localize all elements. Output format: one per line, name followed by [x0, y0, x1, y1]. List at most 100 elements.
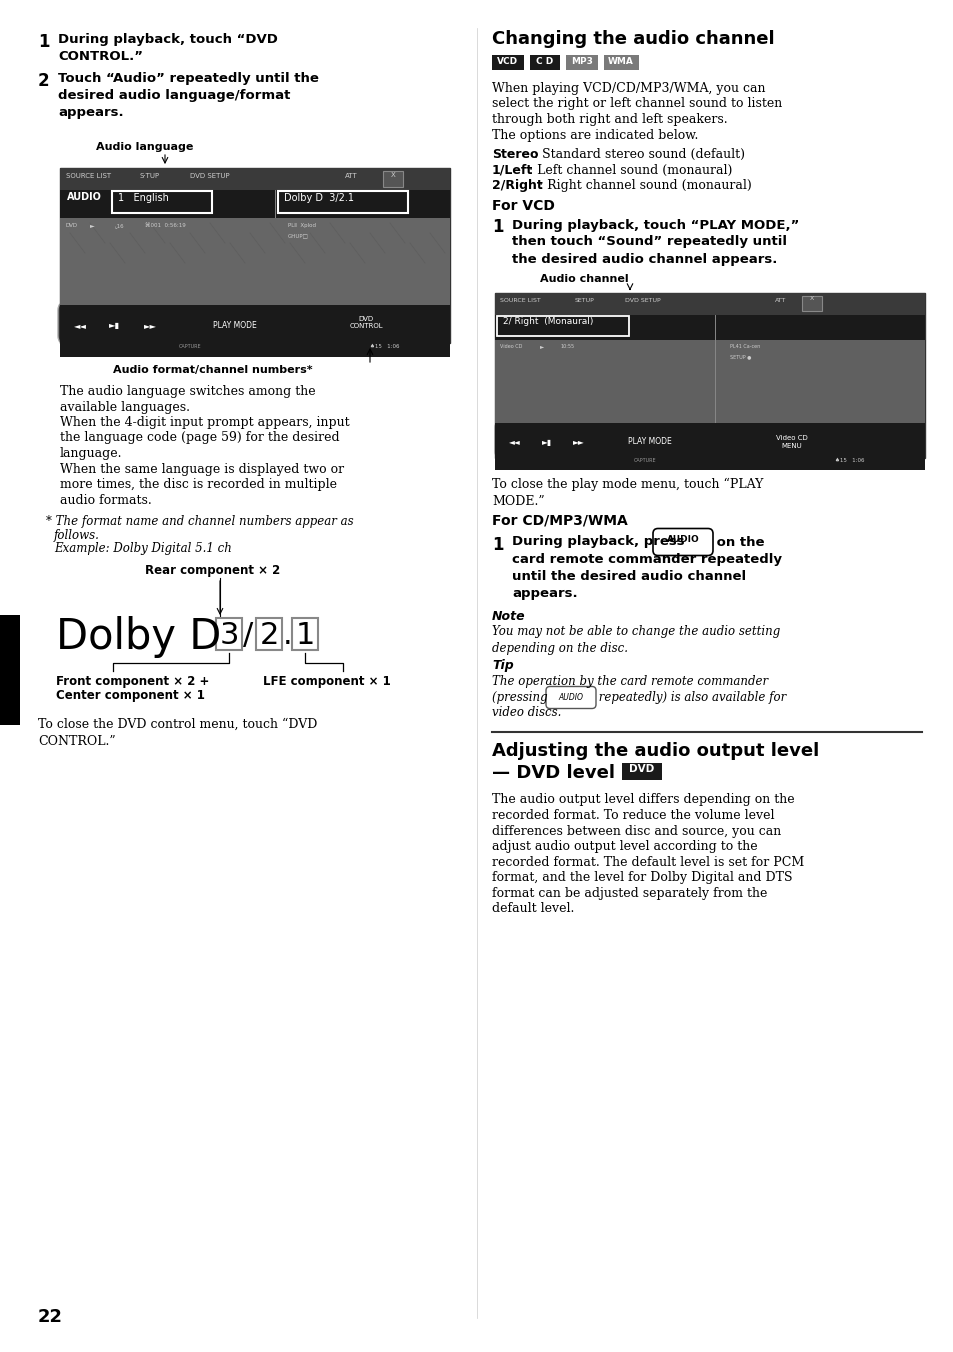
- Text: DVD SETUP: DVD SETUP: [624, 297, 659, 303]
- FancyBboxPatch shape: [0, 615, 20, 725]
- Text: Front component × 2 +: Front component × 2 +: [56, 675, 209, 688]
- FancyBboxPatch shape: [58, 301, 102, 343]
- Text: Center component × 1: Center component × 1: [56, 690, 205, 702]
- FancyBboxPatch shape: [545, 687, 596, 708]
- Text: ►▮: ►▮: [541, 438, 552, 446]
- Text: ♠15   1:06: ♠15 1:06: [370, 343, 399, 349]
- FancyBboxPatch shape: [60, 191, 450, 218]
- Text: You may not be able to change the audio setting
depending on the disc.: You may not be able to change the audio …: [492, 626, 780, 654]
- Text: Audio channel: Audio channel: [539, 273, 628, 284]
- Text: During playback, press: During playback, press: [512, 535, 688, 549]
- Text: PLAY MODE: PLAY MODE: [627, 438, 671, 446]
- Text: The options are indicated below.: The options are indicated below.: [492, 128, 698, 142]
- Text: AUDIO: AUDIO: [558, 692, 583, 702]
- FancyBboxPatch shape: [60, 343, 450, 357]
- Text: C D: C D: [536, 57, 553, 66]
- Text: DVD SETUP: DVD SETUP: [190, 173, 230, 178]
- FancyBboxPatch shape: [60, 306, 450, 343]
- Text: Video CD
MENU: Video CD MENU: [776, 435, 807, 449]
- Text: /: /: [243, 621, 253, 650]
- Text: ♠15   1:06: ♠15 1:06: [834, 458, 863, 464]
- Text: 2: 2: [259, 621, 278, 650]
- Text: ◄◄: ◄◄: [73, 320, 87, 330]
- Text: : Left channel sound (monaural): : Left channel sound (monaural): [529, 164, 732, 177]
- Text: available languages.: available languages.: [60, 400, 190, 414]
- Text: Dolby D: Dolby D: [56, 617, 221, 658]
- FancyBboxPatch shape: [215, 618, 242, 650]
- FancyBboxPatch shape: [530, 55, 559, 70]
- Text: ►►: ►►: [143, 320, 156, 330]
- Text: ►►: ►►: [573, 438, 584, 446]
- Text: Note: Note: [492, 611, 525, 623]
- Text: on the: on the: [711, 535, 763, 549]
- Text: LFE component × 1: LFE component × 1: [263, 675, 391, 688]
- FancyBboxPatch shape: [277, 191, 408, 214]
- FancyBboxPatch shape: [558, 420, 598, 458]
- Text: Stereo: Stereo: [492, 147, 537, 161]
- FancyBboxPatch shape: [751, 419, 831, 460]
- Text: ►: ►: [90, 223, 94, 228]
- Text: Adjusting the audio output level: Adjusting the audio output level: [492, 741, 819, 760]
- Text: SETUP ●: SETUP ●: [729, 354, 751, 360]
- Text: ⌘001  0:56:19: ⌘001 0:56:19: [145, 223, 186, 228]
- Text: Audio format/channel numbers*: Audio format/channel numbers*: [113, 365, 313, 375]
- Text: Dolby D  3/2.1: Dolby D 3/2.1: [284, 193, 354, 203]
- Text: CAPTURE: CAPTURE: [178, 343, 201, 349]
- Text: The audio language switches among the: The audio language switches among the: [60, 385, 315, 397]
- Text: PLAY MODE: PLAY MODE: [213, 320, 256, 330]
- FancyBboxPatch shape: [495, 457, 924, 469]
- Text: S·TUP: S·TUP: [140, 173, 160, 178]
- Text: select the right or left channel sound to listen: select the right or left channel sound t…: [492, 97, 781, 111]
- Text: DVD
CONTROL: DVD CONTROL: [349, 316, 382, 329]
- Text: Tip: Tip: [492, 660, 514, 672]
- Text: audio formats.: audio formats.: [60, 493, 152, 507]
- FancyBboxPatch shape: [495, 422, 924, 457]
- Text: 1   English: 1 English: [118, 193, 169, 203]
- Text: — DVD level: — DVD level: [492, 764, 620, 781]
- Text: VCD: VCD: [497, 57, 518, 66]
- FancyBboxPatch shape: [382, 170, 402, 187]
- Text: Example: Dolby Digital 5.1 ch: Example: Dolby Digital 5.1 ch: [54, 542, 232, 556]
- Text: GHUP□: GHUP□: [288, 233, 309, 238]
- Text: Audio language: Audio language: [96, 142, 193, 151]
- FancyBboxPatch shape: [255, 618, 282, 650]
- FancyBboxPatch shape: [495, 292, 924, 315]
- Text: 1: 1: [295, 621, 314, 650]
- Text: 2/ Right  (Monaural): 2/ Right (Monaural): [502, 318, 593, 326]
- Text: Changing the audio channel: Changing the audio channel: [492, 30, 774, 49]
- Text: card remote commander repeatedly
until the desired audio channel
appears.: card remote commander repeatedly until t…: [512, 553, 781, 599]
- Text: 1: 1: [38, 32, 50, 51]
- FancyBboxPatch shape: [607, 422, 692, 457]
- Text: DVD: DVD: [629, 764, 654, 775]
- Text: Video CD: Video CD: [499, 345, 522, 350]
- Text: more times, the disc is recorded in multiple: more times, the disc is recorded in mult…: [60, 479, 336, 491]
- Text: language.: language.: [60, 448, 122, 460]
- Text: SOURCE LIST: SOURCE LIST: [66, 173, 111, 178]
- Text: 2/Right: 2/Right: [492, 178, 542, 192]
- Text: MP3: MP3: [571, 57, 593, 66]
- Text: For CD/MP3/WMA: For CD/MP3/WMA: [492, 514, 627, 527]
- Text: ►▮: ►▮: [110, 320, 120, 330]
- Text: recorded format. The default level is set for PCM: recorded format. The default level is se…: [492, 856, 803, 868]
- Text: ►: ►: [539, 345, 543, 350]
- FancyBboxPatch shape: [495, 420, 535, 458]
- Text: To close the DVD control menu, touch “DVD
CONTROL.”: To close the DVD control menu, touch “DV…: [38, 718, 317, 748]
- Text: 1: 1: [492, 535, 503, 553]
- FancyBboxPatch shape: [60, 168, 450, 343]
- Text: 1/Left: 1/Left: [492, 164, 533, 177]
- Text: 3: 3: [219, 621, 238, 650]
- Text: DVD: DVD: [65, 223, 77, 228]
- Text: : Standard stereo sound (default): : Standard stereo sound (default): [534, 147, 744, 161]
- FancyBboxPatch shape: [621, 763, 661, 780]
- Text: ⌞16: ⌞16: [115, 223, 125, 228]
- Text: 22: 22: [38, 1307, 63, 1326]
- Text: : Right channel sound (monaural): : Right channel sound (monaural): [538, 178, 751, 192]
- Text: PLⅡ  Xplod: PLⅡ Xplod: [288, 223, 315, 228]
- Text: Touch “Audio” repeatedly until the
desired audio language/format
appears.: Touch “Audio” repeatedly until the desir…: [58, 72, 318, 119]
- FancyBboxPatch shape: [495, 292, 924, 457]
- FancyBboxPatch shape: [495, 315, 924, 339]
- FancyBboxPatch shape: [497, 315, 628, 335]
- FancyBboxPatch shape: [324, 301, 408, 345]
- FancyBboxPatch shape: [801, 296, 821, 311]
- Text: 10:55: 10:55: [559, 345, 574, 350]
